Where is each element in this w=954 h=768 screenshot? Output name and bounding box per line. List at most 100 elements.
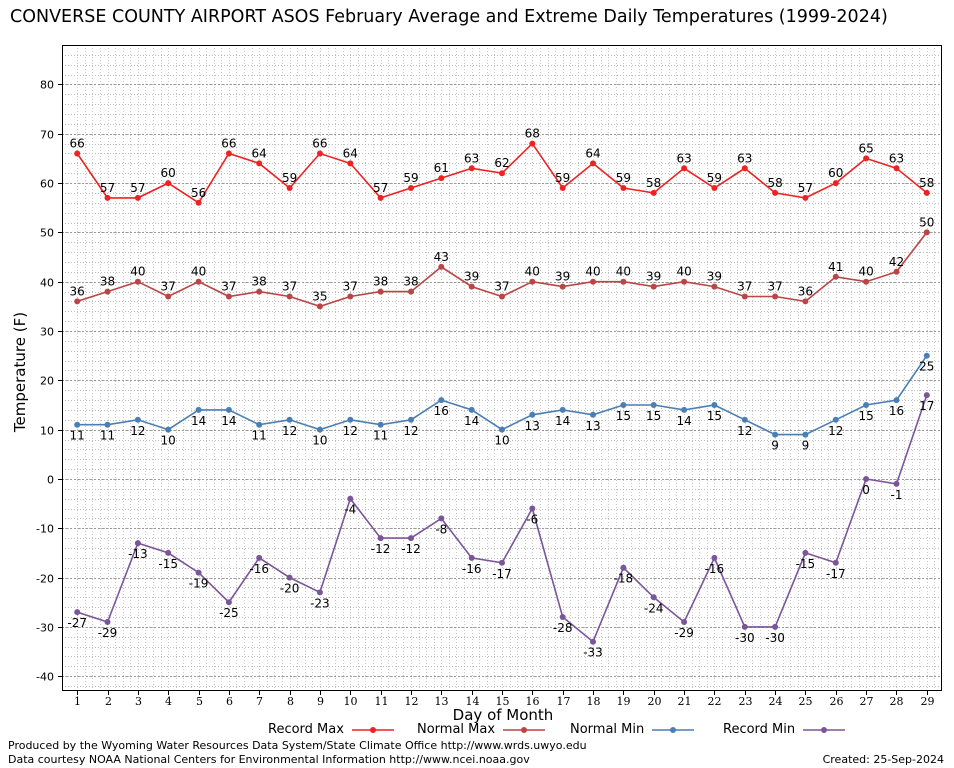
data-label: 63 bbox=[737, 151, 752, 165]
data-label: -30 bbox=[735, 631, 755, 645]
data-label: 12 bbox=[343, 424, 358, 438]
data-label: 58 bbox=[646, 176, 661, 190]
data-point bbox=[681, 165, 688, 172]
data-label: -23 bbox=[310, 596, 330, 610]
data-label: 60 bbox=[828, 166, 843, 180]
data-label: -30 bbox=[765, 631, 785, 645]
data-point bbox=[195, 569, 202, 576]
data-label: -12 bbox=[401, 542, 421, 556]
x-tick-label: 11 bbox=[375, 695, 389, 708]
data-point bbox=[529, 411, 536, 418]
x-tick-label: 5 bbox=[196, 695, 203, 708]
data-label: 13 bbox=[525, 419, 540, 433]
data-label: 59 bbox=[555, 171, 570, 185]
data-point bbox=[559, 185, 566, 191]
data-label: 66 bbox=[312, 137, 327, 151]
data-point bbox=[620, 185, 627, 191]
data-label: 57 bbox=[100, 181, 115, 195]
data-label: 37 bbox=[494, 280, 509, 294]
data-label: 66 bbox=[221, 137, 236, 151]
data-label: 12 bbox=[737, 424, 752, 438]
data-point bbox=[590, 160, 596, 167]
data-label: 40 bbox=[585, 265, 600, 279]
data-label: 15 bbox=[616, 409, 631, 423]
x-tick-label: 29 bbox=[921, 695, 935, 708]
data-point bbox=[529, 140, 536, 147]
data-label: 12 bbox=[828, 424, 843, 438]
x-tick-label: 9 bbox=[317, 695, 324, 708]
data-label: 9 bbox=[802, 439, 810, 453]
data-label: -27 bbox=[67, 616, 87, 630]
x-tick-label: 8 bbox=[287, 695, 294, 708]
data-label: 37 bbox=[737, 280, 752, 294]
data-point bbox=[893, 397, 900, 404]
credit-line: Data courtesy NOAA National Centers for … bbox=[8, 753, 530, 766]
data-point bbox=[559, 283, 566, 290]
data-label: -20 bbox=[280, 582, 300, 596]
data-label: -15 bbox=[158, 557, 178, 571]
data-point bbox=[802, 549, 809, 556]
data-point bbox=[286, 293, 293, 300]
data-point bbox=[438, 175, 445, 182]
created-date: Created: 25-Sep-2024 bbox=[822, 753, 944, 766]
data-label: -8 bbox=[435, 522, 447, 536]
data-label: 36 bbox=[70, 284, 85, 298]
data-point bbox=[529, 505, 536, 512]
data-point bbox=[711, 283, 718, 290]
data-label: -19 bbox=[189, 577, 209, 591]
data-label: -1 bbox=[891, 488, 903, 502]
data-label: 56 bbox=[191, 186, 206, 200]
y-tick-label: -40 bbox=[36, 671, 54, 684]
data-point bbox=[832, 559, 839, 566]
data-point bbox=[711, 185, 718, 191]
data-point bbox=[620, 564, 627, 571]
data-point bbox=[832, 273, 839, 280]
data-label: 63 bbox=[676, 151, 691, 165]
data-label: -18 bbox=[614, 572, 634, 586]
y-tick-label: 50 bbox=[40, 227, 54, 240]
x-tick-label: 24 bbox=[769, 695, 783, 708]
data-label: -12 bbox=[371, 542, 391, 556]
x-tick-label: 15 bbox=[496, 695, 510, 708]
data-point bbox=[863, 402, 870, 408]
y-tick-label: 20 bbox=[40, 375, 54, 388]
data-label: 14 bbox=[555, 414, 570, 428]
data-point bbox=[499, 426, 505, 433]
data-label: 14 bbox=[191, 414, 206, 428]
data-label: -4 bbox=[344, 503, 356, 517]
x-axis: 1 2 3 4 5 6 7 8 9 10 11 12 13 14 15 16 17 18 19 20 21 22 23 24 2… bbox=[74, 691, 935, 708]
data-point bbox=[225, 293, 232, 300]
data-point bbox=[347, 495, 354, 502]
data-point bbox=[408, 416, 414, 423]
data-point bbox=[195, 406, 202, 413]
data-label: -13 bbox=[128, 547, 148, 561]
data-label: 14 bbox=[221, 414, 236, 428]
data-label: 64 bbox=[585, 146, 600, 160]
legend-label: Normal Min bbox=[570, 722, 645, 737]
data-label: 57 bbox=[373, 181, 388, 195]
data-point bbox=[893, 165, 900, 172]
legend-label: Record Min bbox=[723, 722, 796, 737]
y-tick-label: 40 bbox=[40, 277, 54, 290]
data-label: 14 bbox=[464, 414, 479, 428]
data-label: 59 bbox=[616, 171, 631, 185]
data-point bbox=[165, 426, 172, 433]
data-label: 39 bbox=[555, 270, 570, 284]
data-point bbox=[165, 180, 172, 187]
data-label: -15 bbox=[796, 557, 816, 571]
data-point bbox=[408, 185, 414, 191]
y-tick-label: 70 bbox=[40, 129, 54, 142]
data-point bbox=[134, 278, 141, 285]
y-tick-label: -20 bbox=[36, 573, 54, 586]
plot-frame bbox=[62, 45, 942, 691]
x-tick-label: 2 bbox=[105, 695, 112, 708]
data-label: 43 bbox=[434, 250, 449, 264]
data-point bbox=[195, 199, 202, 206]
data-label: 37 bbox=[221, 280, 236, 294]
data-point bbox=[256, 160, 263, 167]
data-point bbox=[104, 194, 111, 201]
data-point bbox=[104, 619, 111, 625]
data-point bbox=[316, 150, 323, 157]
data-point bbox=[741, 416, 748, 423]
